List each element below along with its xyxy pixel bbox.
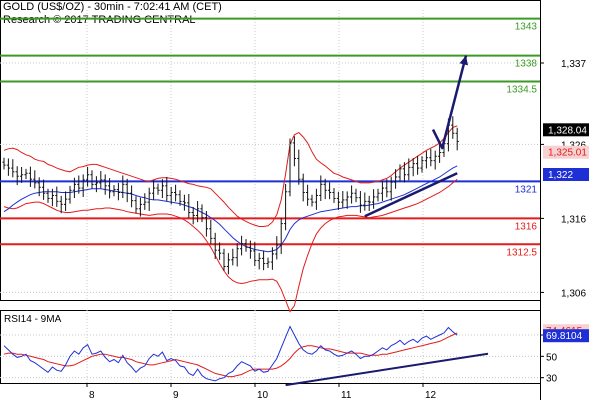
x-tick-label: 12	[425, 390, 437, 400]
level-label-pivot: 1321	[515, 184, 538, 195]
y-tick-label: 1,306	[561, 288, 586, 299]
chart-copyright: Research © 2017 TRADING CENTRAL	[3, 14, 196, 26]
price-panel: 1343 1338 1334.5 1321 1316 1312.5	[0, 17, 540, 313]
x-tick-label: 10	[257, 390, 269, 400]
rsi-tick-label: 50	[546, 352, 558, 363]
rsi-value-label-blue: 69.8104	[546, 331, 583, 342]
uptrend-line	[364, 172, 458, 218]
level-label-resistance: 1338	[515, 59, 538, 70]
price-value-label-black: 1,328.04	[548, 125, 587, 136]
x-tick-label: 11	[341, 390, 352, 400]
rsi-title: RSI14 - 9MA	[4, 314, 62, 325]
chart-title: GOLD (US$/OZ) - 30min - 7:02:41 AM (CET)	[3, 1, 222, 13]
price-value-box-black	[543, 123, 589, 137]
moving-average-line	[3, 165, 458, 253]
bollinger-lower-line	[3, 178, 458, 313]
level-label-support: 1316	[515, 221, 538, 232]
price-value-box-blue	[543, 168, 589, 181]
rsi-value-box-blue	[543, 329, 589, 343]
bollinger-upper-line	[3, 125, 458, 227]
level-label-resistance: 1334.5	[506, 85, 537, 96]
rsi-tick-label: 30	[546, 374, 558, 385]
y-tick-label: 1,337	[561, 59, 586, 70]
rsi-trendline	[285, 352, 489, 387]
level-label-resistance: 1343	[515, 22, 538, 33]
rsi-ma-line	[3, 332, 458, 378]
price-value-label-blue: 1,322	[548, 170, 573, 181]
forecast-arrowhead	[459, 55, 468, 66]
price-panel-frame	[0, 0, 541, 301]
price-value-box-red	[543, 145, 589, 159]
y-tick-label: 1,316	[561, 214, 586, 225]
x-tick-label: 8	[89, 390, 95, 400]
rsi-panel-frame	[0, 310, 541, 384]
rsi-panel: RSI14 - 9MA	[3, 314, 489, 387]
price-value-label-red: 1,325.01	[548, 148, 587, 159]
axes-layer: 891011121,3371,3261,3161,3067050301,328.…	[86, 59, 589, 400]
rsi-line	[3, 325, 458, 382]
level-label-support: 1312.5	[506, 247, 537, 258]
grid-layer	[0, 0, 541, 400]
forecast-arrow	[431, 55, 468, 150]
x-tick-label: 9	[173, 390, 179, 400]
